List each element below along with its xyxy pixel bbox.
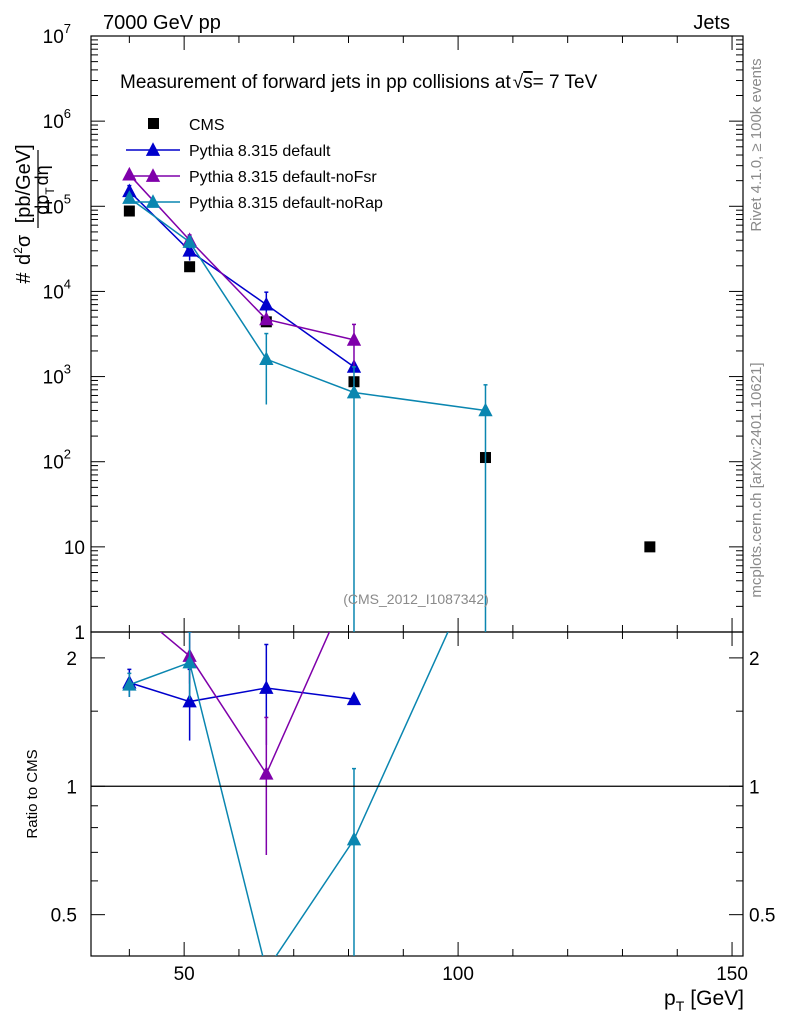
point-pythia-8-315-default-norap — [182, 234, 197, 248]
ratio-point-pythia-8-315-default — [259, 680, 274, 694]
ratio-point-pythia-8-315-default-norap — [346, 831, 362, 846]
ratio-axis-ticks: 50 100 150 0.5 0.5 1 1 2 2 — [51, 632, 775, 985]
ratio-point-pythia-8-315-default — [182, 693, 197, 708]
point-pythia-8-315-default-nofsr — [122, 166, 137, 181]
point-cms — [644, 541, 656, 553]
y-axis-label-denominator: dpTdη — [32, 165, 57, 214]
svg-text:Ratio to CMS: Ratio to CMS — [24, 749, 41, 838]
y-tick-label: 1 — [74, 623, 85, 644]
x-tick-label: 100 — [442, 964, 474, 985]
point-pythia-8-315-default-nofsr — [259, 311, 274, 326]
ratio-tick-label-right: 1 — [749, 777, 760, 798]
y-tick-label: 105 — [43, 191, 71, 218]
legend-label-cms: CMS — [189, 117, 225, 134]
legend-marker-cms — [148, 118, 159, 129]
ratio-tick-label-right: 2 — [749, 649, 760, 670]
y-tick-label: 106 — [43, 106, 71, 133]
ratio-series-clip — [122, 598, 449, 977]
ratio-point-pythia-8-315-default-nofsr — [259, 765, 274, 780]
rivet-version-text: Rivet 4.1.0, ≥ 100k events — [748, 58, 765, 231]
ratio-plot-frame — [90, 631, 744, 957]
point-pythia-8-315-default — [259, 296, 274, 311]
svg-text:# d2σ [pb/GeV]: # d2σ [pb/GeV] — [11, 144, 35, 283]
point-cms — [123, 205, 135, 217]
point-pythia-8-315-default-norap — [259, 351, 274, 366]
ratio-tick-label: 0.5 — [51, 906, 77, 927]
ratio-point-pythia-8-315-default — [346, 691, 362, 706]
series-line-pythia-8-315-default — [128, 190, 355, 368]
y-axis-label: # d2σ [pb/GeV] — [11, 144, 35, 283]
ratio-point-pythia-8-315-default-nofsr — [122, 598, 136, 612]
point-pythia-8-315-default-norap — [346, 384, 362, 399]
x-tick-label: 50 — [174, 964, 195, 985]
series-line-pythia-8-315-default-norap — [128, 197, 486, 412]
y-tick-label: 10 — [64, 538, 85, 559]
ratio-point-pythia-8-315-default-norap — [259, 963, 273, 977]
legend-marker-pythia-8-315-default-nofsr — [145, 168, 161, 182]
ratio-line-pythia-8-315-default-norap — [129, 632, 449, 956]
ratio-series-layer — [122, 598, 449, 977]
svg-text:dpTdη: dpTdη — [32, 165, 57, 214]
legend: CMS Pythia 8.315 default Pythia 8.315 defa… — [126, 117, 383, 212]
svg-text:Rivet 4.1.0, ≥ 100k events: Rivet 4.1.0, ≥ 100k events — [748, 58, 765, 231]
ratio-tick-label: 1 — [66, 777, 77, 798]
svg-text:mcplots.cern.ch [arXiv:2401.10: mcplots.cern.ch [arXiv:2401.10621] — [748, 362, 765, 597]
main-series-layer — [122, 166, 656, 632]
header-left: 7000 GeV pp — [103, 12, 221, 34]
point-cms — [184, 261, 196, 273]
ratio-point-pythia-8-315-default-norap — [182, 654, 197, 669]
legend-label-pythia-8-315-default-norap: Pythia 8.315 default-noRap — [189, 195, 383, 212]
x-tick-label: 150 — [716, 964, 748, 985]
legend-label-pythia-8-315-default-nofsr: Pythia 8.315 default-noFsr — [189, 169, 377, 186]
main-axis-ticks: 1 10 102 103 104 105 106 107 — [43, 21, 743, 644]
legend-label-pythia-8-315-default: Pythia 8.315 default — [189, 143, 331, 160]
legend-entry-pythia-8-315-default-norap: Pythia 8.315 default-noRap — [126, 194, 383, 212]
point-pythia-8-315-default-nofsr — [346, 332, 362, 346]
chart-title: Measurement of forward jets in pp collis… — [120, 72, 598, 93]
point-pythia-8-315-default — [182, 243, 197, 257]
ratio-y-axis-label: Ratio to CMS — [24, 749, 41, 838]
mcplots-text: mcplots.cern.ch [arXiv:2401.10621] — [748, 362, 765, 597]
header-right: Jets — [693, 12, 730, 34]
ratio-tick-label: 2 — [66, 649, 77, 670]
y-tick-label: 104 — [43, 276, 71, 303]
point-pythia-8-315-default-norap — [122, 190, 137, 204]
y-tick-label: 103 — [43, 362, 71, 389]
legend-marker-pythia-8-315-default — [145, 142, 161, 156]
legend-entry-cms: CMS — [148, 117, 225, 134]
ratio-point-pythia-8-315-default-norap — [122, 676, 137, 691]
x-axis-label: pT [GeV] — [664, 987, 744, 1014]
point-pythia-8-315-default-norap — [478, 402, 493, 417]
y-tick-label: 107 — [43, 21, 71, 48]
y-tick-label: 102 — [43, 447, 71, 474]
ratio-line-pythia-8-315-default — [129, 681, 355, 703]
ratio-line-pythia-8-315-default-nofsr — [159, 632, 331, 776]
main-series-clip — [122, 166, 656, 632]
legend-entry-pythia-8-315-default-nofsr: Pythia 8.315 default-noFsr — [126, 168, 377, 186]
legend-marker-pythia-8-315-default-norap — [145, 194, 161, 208]
ratio-tick-label-right: 0.5 — [749, 906, 775, 927]
legend-entry-pythia-8-315-default: Pythia 8.315 default — [126, 142, 331, 160]
analysis-tag: (CMS_2012_I1087342) — [343, 591, 489, 607]
